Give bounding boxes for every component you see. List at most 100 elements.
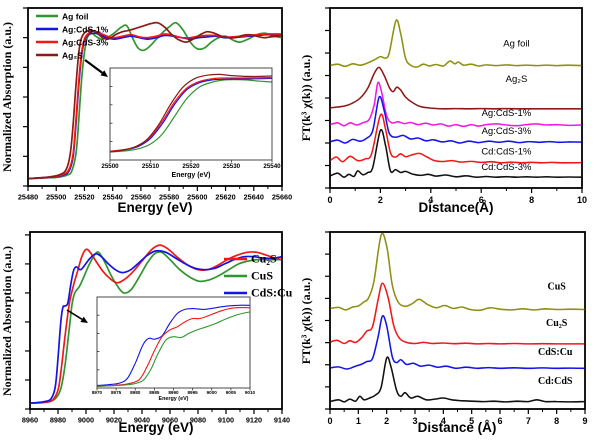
legend-label: CdS:Cu xyxy=(251,286,293,300)
inset-curve-cu-s xyxy=(97,307,250,387)
inset-x-tick-label: 8980 xyxy=(130,390,141,395)
x-tick-label: 25560 xyxy=(131,192,151,201)
x-tick-label: 1 xyxy=(356,416,361,426)
legend-label: Ag₂S xyxy=(62,51,83,61)
x-tick-label: 9140 xyxy=(274,415,290,424)
x-tick-label: 25620 xyxy=(215,192,235,201)
ag-xanes-yaxis-title: Normalized Absorption (a.u.) xyxy=(0,22,14,172)
curve-label-cd-cds-3: Cd:CdS-3% xyxy=(481,162,532,173)
curves xyxy=(28,21,282,180)
cu-exafs-ft-xaxis-title: Distance (Å) xyxy=(418,420,497,435)
x-tick-label: 9000 xyxy=(78,415,94,424)
plot-area-cu-xanes: 8960 8980 9000 9020 9040 9060 9080 9100 9120 9140… xyxy=(22,231,293,424)
legend-item-cds-cu: CdS:Cu xyxy=(224,286,293,300)
ag-xanes-chart: 25480 25500 25520 25540 25560 25580 25600 25620… xyxy=(0,7,292,215)
inset-curve-cus xyxy=(97,311,250,387)
inset-x-tick-label: 25540 xyxy=(263,163,281,170)
x-tick-label: 4 xyxy=(428,195,433,205)
x-tick-label: 8 xyxy=(529,195,534,205)
cu-xanes-chart: 8960 8980 9000 9020 9040 9060 9080 9100 9120 9140… xyxy=(0,231,293,435)
x-tick-label: 9020 xyxy=(106,415,122,424)
legend-item-ag-cds-3: Ag:CdS-3% xyxy=(36,38,109,48)
inset-curve-ag-foil xyxy=(110,78,272,153)
curve-cu-s xyxy=(330,282,585,345)
x-tick-label: 9060 xyxy=(162,415,178,424)
x-tick-label: 8 xyxy=(554,416,559,426)
inset-x-tick-label: 25500 xyxy=(101,163,119,170)
panel-ag-xanes: 25480 25500 25520 25540 25560 25580 25600 25620… xyxy=(0,0,300,221)
inset-curve-ag-s xyxy=(110,73,272,153)
plot-area-ag-exafs-ft: 0 2 4 6 8 10 Ag foil Ag₂S Ag:CdS-1% Ag:CdS-3% Cd:C… xyxy=(325,7,587,205)
x-tick-label: 6 xyxy=(497,416,502,426)
inset-xaxis-title: Energy (eV) xyxy=(172,172,211,179)
x-tick-label: 25500 xyxy=(46,192,66,201)
x-tick-label: 8960 xyxy=(22,415,38,424)
curve-ag-s xyxy=(28,21,282,180)
inset-curves xyxy=(97,304,250,387)
x-tick-label: 8980 xyxy=(50,415,66,424)
inset-x-tick-label: 25510 xyxy=(142,163,160,170)
curves xyxy=(330,19,582,178)
curve-label-ag-s: Ag₂S xyxy=(506,74,528,85)
panel-cu-exafs-ft: 0 1 2 3 4 5 6 7 8 9 CuS Cu₂S CdS:Cu Cd:CdS Distance (… xyxy=(300,221,600,442)
curve-cus xyxy=(30,251,282,405)
x-tick-label: 0 xyxy=(327,416,332,426)
cu-exafs-ft-yaxis-title: FT(k³ χ(k)) (a.u.) xyxy=(300,278,313,364)
inset-x-tick-label: 8985 xyxy=(149,390,160,395)
x-tick-label: 25480 xyxy=(18,192,38,201)
x-tick-label: 3 xyxy=(412,416,417,426)
inset-pointer-arrowhead xyxy=(80,316,88,323)
curve-label-cus: CuS xyxy=(547,282,566,293)
panel-cu-xanes: 8960 8980 9000 9020 9040 9060 9080 9100 9120 9140… xyxy=(0,221,300,442)
curve-label-ag-foil: Ag foil xyxy=(503,39,529,50)
curve-ag-foil xyxy=(28,21,282,180)
inset-x-tick-label: 9005 xyxy=(226,390,237,395)
inset-x-tick-label: 9000 xyxy=(207,390,218,395)
curve-label-cd-cds-1: Cd:CdS-1% xyxy=(481,147,532,158)
legend-label: CuS xyxy=(251,269,273,283)
curve-cus xyxy=(330,232,585,312)
ag-exafs-ft-xaxis-title: Distance(Å) xyxy=(418,200,493,215)
curves xyxy=(30,244,282,405)
inset-pointer-arrow xyxy=(84,59,104,74)
curve-label-ag-cds-3: Ag:CdS-3% xyxy=(482,126,532,137)
x-tick-label: 7 xyxy=(526,416,531,426)
x-tick-label: 2 xyxy=(378,195,383,205)
x-tick-label: 2 xyxy=(384,416,389,426)
curve-label-cu-s: Cu₂S xyxy=(546,318,568,329)
plot-area-cu-exafs-ft: 0 1 2 3 4 5 6 7 8 9 CuS Cu₂S CdS:Cu Cd:CdS xyxy=(325,231,588,426)
ag-xanes-xaxis-title: Energy (eV) xyxy=(117,200,192,215)
x-tick-label: 0 xyxy=(327,195,332,205)
legend-item-ag-s: Ag₂S xyxy=(36,51,83,61)
x-tick-label: 25640 xyxy=(244,192,264,201)
x-tick-label: 4 xyxy=(441,416,446,426)
inset-x-tick-label: 25530 xyxy=(223,163,241,170)
legend-label: Ag foil xyxy=(62,12,88,22)
legend-item-cu-s: Cu₂S xyxy=(224,252,277,266)
inset-frame xyxy=(109,67,273,161)
curve-ag-foil xyxy=(330,19,582,68)
inset-pointer-arrow xyxy=(66,309,83,320)
legend-item-cus: CuS xyxy=(224,269,273,283)
curve-label-ag-cds-1: Ag:CdS-1% xyxy=(482,108,532,119)
x-tick-label: 5 xyxy=(469,416,474,426)
x-tick-label: 25600 xyxy=(187,192,207,201)
inset-x-tick-label: 8970 xyxy=(92,390,103,395)
curve-ag-s xyxy=(330,66,582,110)
inset-curves xyxy=(110,73,272,153)
legend-label: Ag:CdS-1% xyxy=(62,25,109,35)
x-tick-label: 6 xyxy=(479,195,484,205)
curve-ag-cds-3 xyxy=(330,95,582,144)
curve-cds-cu xyxy=(330,314,585,370)
inset-x-tick-label: 25520 xyxy=(182,163,200,170)
x-tick-label: 25520 xyxy=(74,192,94,201)
inset-frame xyxy=(96,296,251,389)
cu-xanes-xaxis-title: Energy (eV) xyxy=(118,420,193,435)
x-tick-label: 10 xyxy=(577,195,587,205)
cu-exafs-ft-chart: 0 1 2 3 4 5 6 7 8 9 CuS Cu₂S CdS:Cu Cd:CdS Distance (… xyxy=(300,231,588,435)
inset-x-tick-label: 8975 xyxy=(111,390,122,395)
curve-cds-cu xyxy=(30,249,282,405)
inset-curve-ag-cds-1 xyxy=(110,77,272,153)
x-tick-label: 9120 xyxy=(246,415,262,424)
